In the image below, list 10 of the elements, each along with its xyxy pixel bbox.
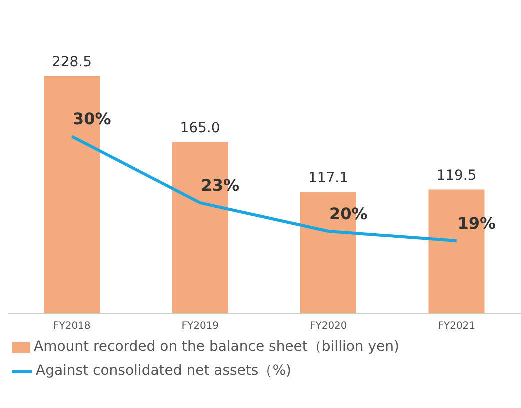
legend-label: Amount recorded on the balance sheet（billion yen) xyxy=(34,338,400,356)
data-label: 228.5 xyxy=(52,54,92,70)
legend-label: Against consolidated net assets（%) xyxy=(36,362,292,380)
x-tick-label: FY2019 xyxy=(182,321,220,332)
data-label: 119.5 xyxy=(436,168,477,184)
x-tick-label: FY2021 xyxy=(438,321,476,332)
data-label: 117.1 xyxy=(308,170,349,186)
x-tick-label: FY2018 xyxy=(53,321,91,332)
x-tick-label: FY2020 xyxy=(310,321,348,332)
data-label: 165.0 xyxy=(180,120,220,136)
